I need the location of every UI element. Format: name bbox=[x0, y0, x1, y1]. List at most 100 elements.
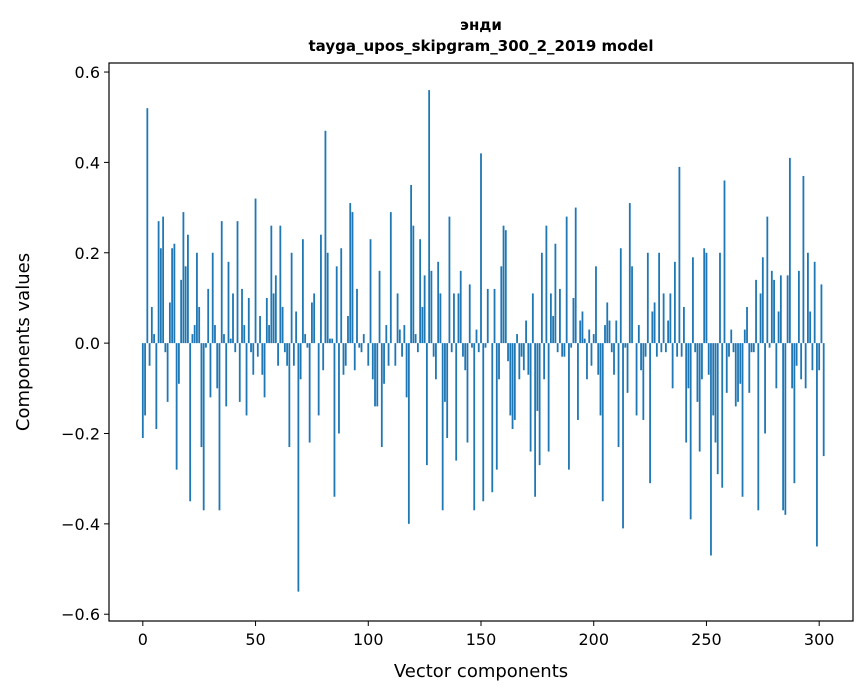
bar bbox=[673, 261, 676, 344]
bar bbox=[507, 343, 509, 362]
bar bbox=[664, 343, 667, 353]
bar bbox=[525, 320, 527, 344]
chart-title-word: энди bbox=[460, 16, 502, 34]
bar bbox=[232, 293, 234, 344]
bar bbox=[229, 338, 232, 344]
bar bbox=[211, 252, 214, 344]
bar bbox=[509, 343, 512, 416]
bar bbox=[268, 325, 270, 344]
bar bbox=[182, 212, 185, 344]
bar bbox=[148, 343, 151, 366]
bar bbox=[356, 288, 358, 344]
bar bbox=[595, 266, 597, 344]
bar bbox=[586, 343, 588, 380]
bar bbox=[520, 343, 523, 357]
bar bbox=[450, 343, 453, 353]
bar bbox=[419, 239, 422, 344]
bar bbox=[416, 343, 419, 353]
x-tick-label: 100 bbox=[353, 630, 384, 649]
x-tick-label: 250 bbox=[691, 630, 722, 649]
bar bbox=[784, 343, 787, 515]
bar bbox=[374, 343, 376, 407]
bar bbox=[471, 343, 473, 348]
bar bbox=[493, 288, 496, 344]
bar bbox=[358, 343, 361, 348]
bar bbox=[703, 248, 706, 344]
bar bbox=[644, 343, 647, 357]
bar bbox=[619, 248, 622, 344]
bar bbox=[322, 343, 325, 371]
bar bbox=[653, 302, 656, 344]
bar bbox=[495, 343, 498, 470]
bar bbox=[549, 293, 552, 344]
bar bbox=[279, 225, 282, 344]
bar bbox=[811, 343, 814, 371]
bar bbox=[263, 343, 266, 398]
bar bbox=[173, 243, 176, 344]
bar bbox=[220, 221, 223, 344]
bar bbox=[250, 343, 252, 353]
bar bbox=[671, 343, 674, 389]
bar bbox=[162, 216, 165, 344]
bar bbox=[261, 343, 264, 375]
bar bbox=[577, 343, 579, 420]
bar bbox=[782, 343, 785, 511]
bar bbox=[295, 311, 298, 344]
bar bbox=[649, 343, 651, 484]
bar bbox=[441, 343, 444, 511]
bar bbox=[604, 325, 606, 344]
bar bbox=[313, 293, 316, 344]
bar bbox=[694, 343, 697, 353]
bar bbox=[297, 343, 300, 592]
bar bbox=[775, 343, 778, 389]
bar bbox=[304, 334, 307, 344]
bar bbox=[202, 343, 205, 511]
bar bbox=[292, 343, 295, 366]
bar bbox=[687, 343, 690, 389]
bar bbox=[301, 239, 304, 344]
bar bbox=[716, 343, 719, 475]
bar bbox=[721, 343, 724, 488]
bar bbox=[502, 225, 505, 344]
bar bbox=[590, 343, 593, 366]
bar bbox=[588, 329, 591, 344]
bar bbox=[344, 343, 347, 366]
bar bbox=[554, 243, 557, 344]
bar bbox=[746, 306, 748, 344]
bar bbox=[385, 325, 388, 344]
bar bbox=[428, 90, 431, 344]
bar bbox=[423, 275, 426, 344]
bar bbox=[193, 325, 196, 344]
bar bbox=[809, 311, 812, 344]
bar bbox=[570, 343, 573, 348]
bar bbox=[394, 343, 397, 366]
bar bbox=[223, 334, 225, 344]
bar bbox=[658, 252, 661, 344]
bar bbox=[561, 343, 564, 357]
bar bbox=[714, 343, 717, 443]
bar bbox=[743, 329, 746, 344]
bar bbox=[559, 288, 561, 344]
bar bbox=[531, 293, 534, 344]
bar bbox=[187, 234, 189, 344]
bar bbox=[265, 297, 268, 344]
bar bbox=[757, 343, 760, 511]
bar bbox=[473, 343, 476, 511]
bar bbox=[166, 343, 169, 402]
bar bbox=[552, 316, 555, 344]
bar bbox=[788, 157, 791, 344]
x-tick-label: 50 bbox=[245, 630, 265, 649]
bar bbox=[547, 343, 550, 452]
bar bbox=[159, 248, 162, 344]
bar bbox=[797, 270, 800, 344]
y-axis-label: Components values bbox=[13, 253, 34, 431]
bar bbox=[234, 343, 237, 353]
bar bbox=[624, 343, 627, 348]
bar bbox=[597, 343, 600, 375]
bar bbox=[793, 343, 796, 484]
bar bbox=[719, 252, 721, 344]
bar bbox=[405, 343, 408, 398]
bar bbox=[468, 284, 471, 344]
bar bbox=[396, 293, 399, 344]
bar bbox=[807, 252, 809, 344]
